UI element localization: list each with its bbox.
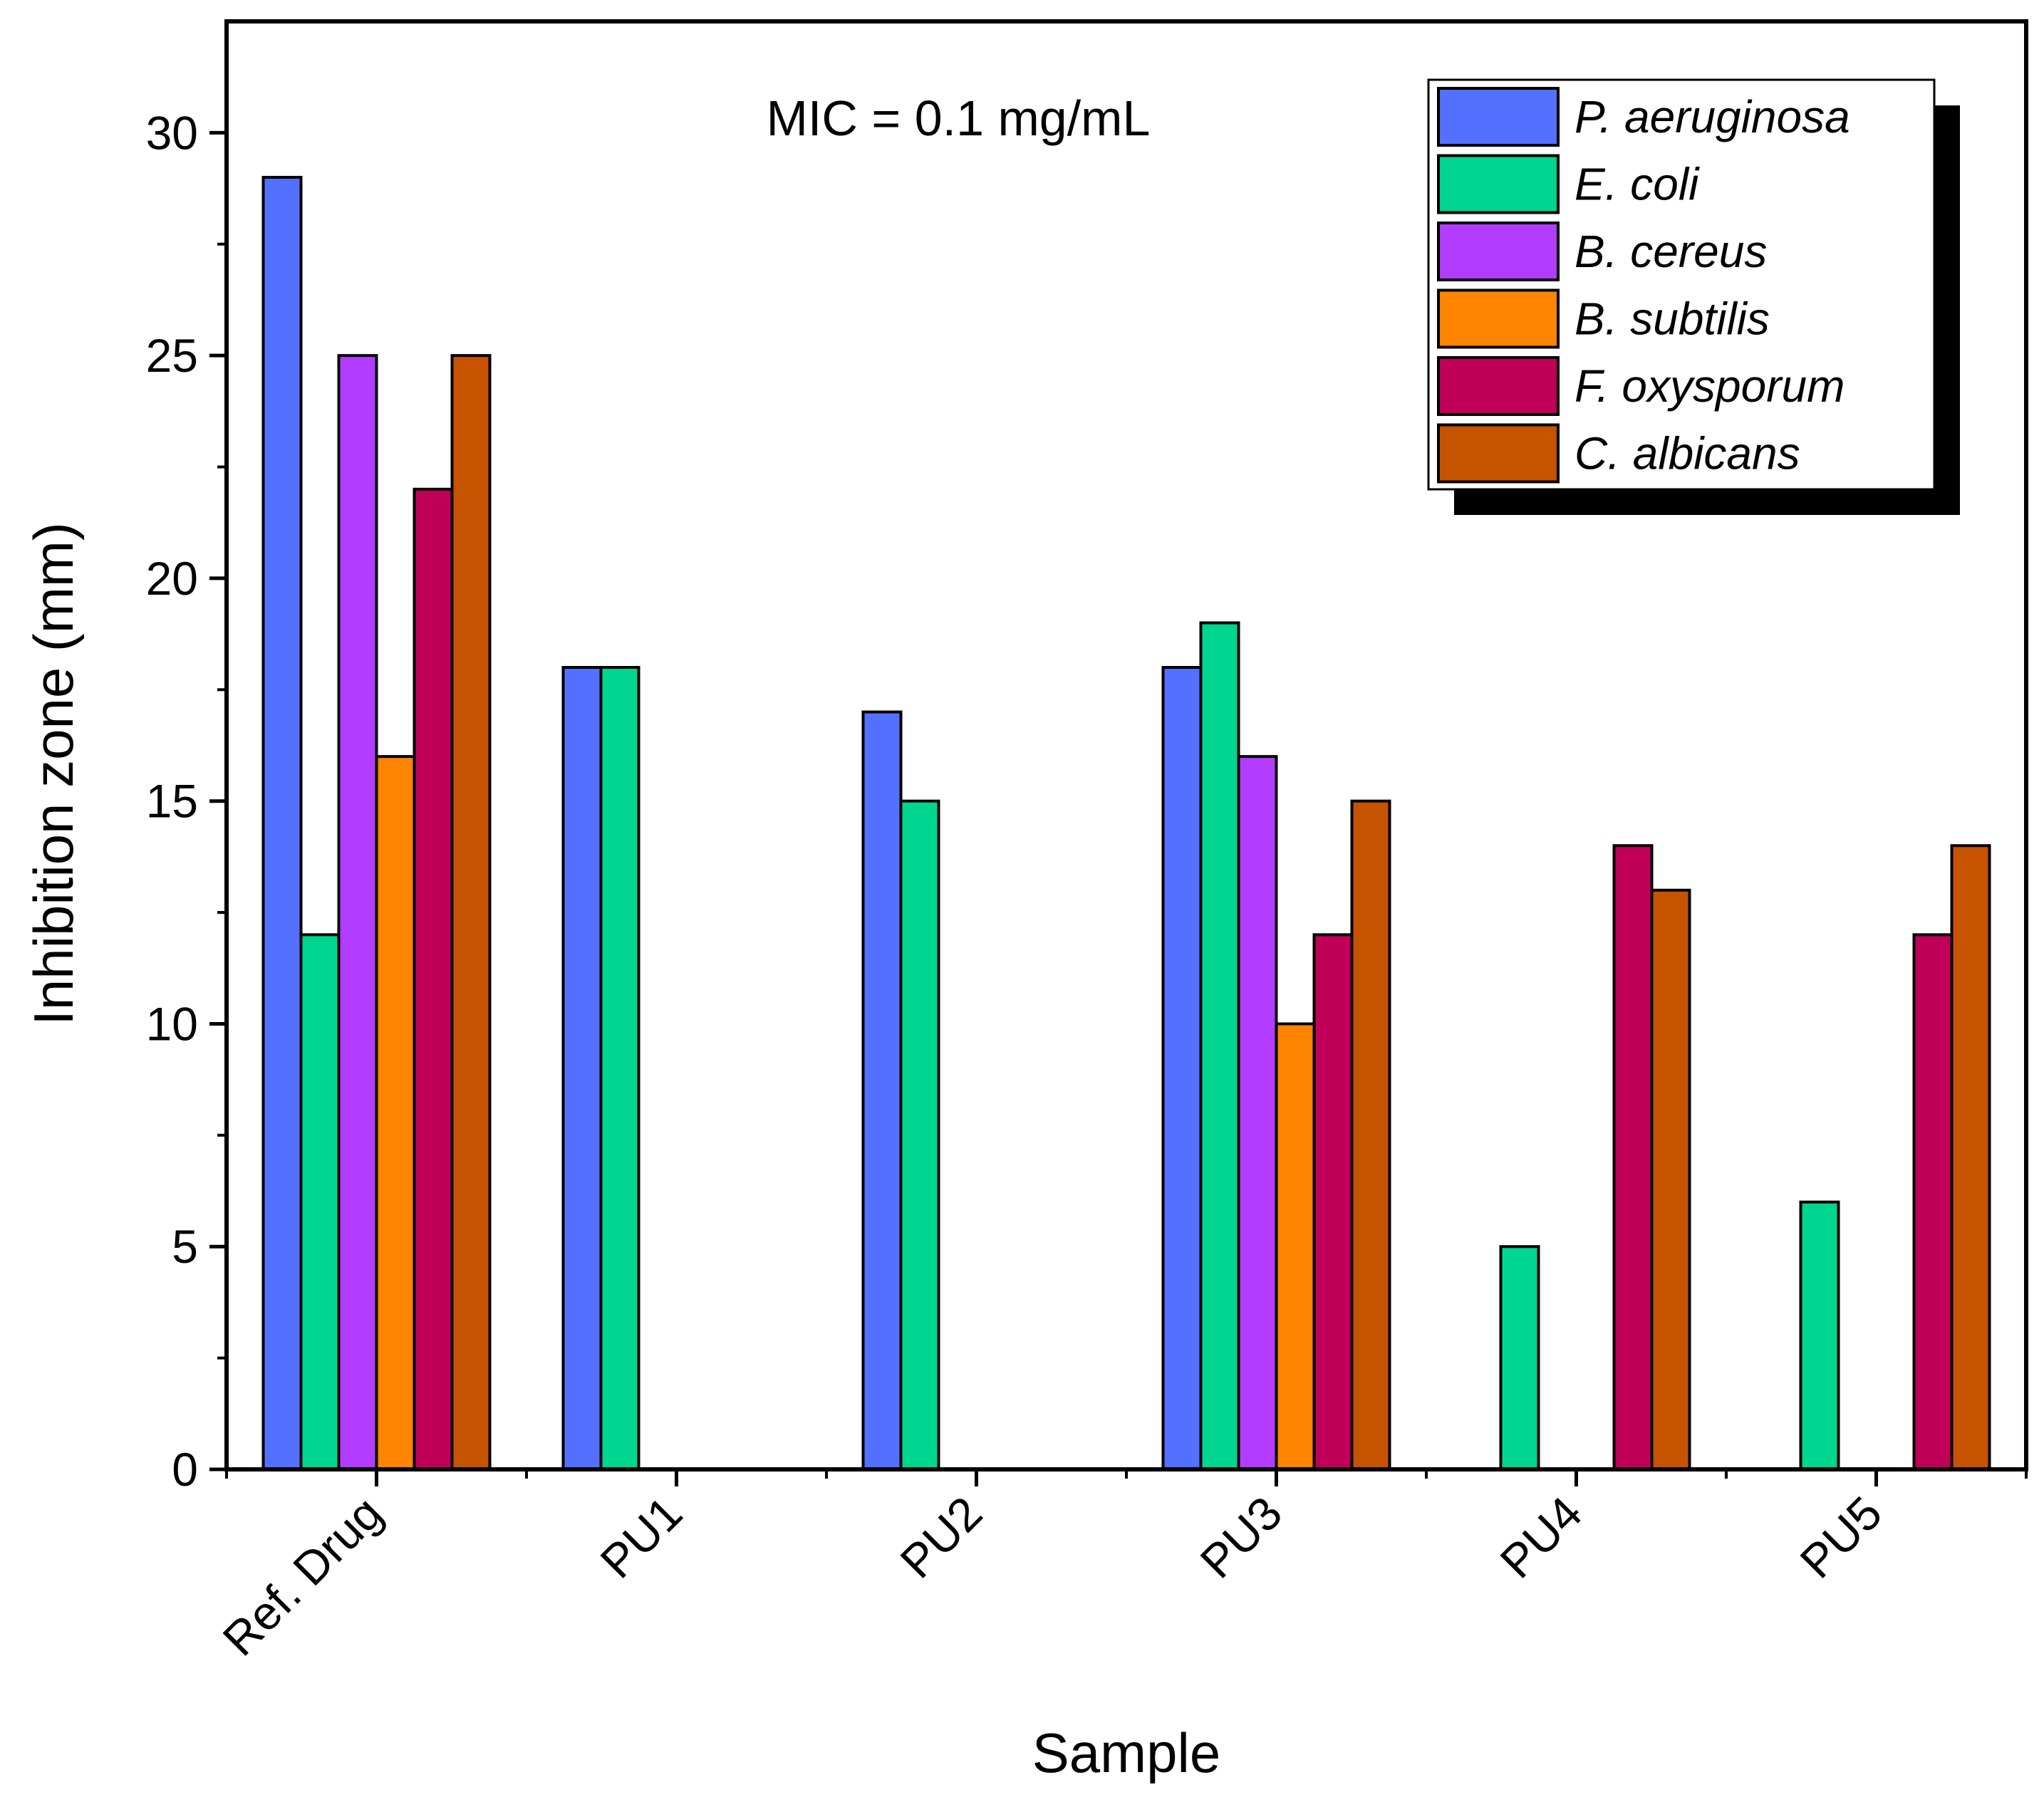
y-tick-label: 25 (146, 329, 198, 382)
bar-ref-drug-c-albicans (450, 354, 492, 1472)
bar-ref-drug-b-subtilis (375, 755, 416, 1471)
x-axis-title: Sample (1032, 1722, 1220, 1784)
mic-annotation: MIC = 0.1 mg/mL (767, 90, 1151, 146)
legend-label: E. coli (1574, 159, 1700, 210)
legend-label: P. aeruginosa (1574, 91, 1850, 142)
bars-layer (261, 175, 1991, 1472)
bar-ref-drug-b-cereus (337, 354, 378, 1472)
y-tick-label: 20 (146, 552, 198, 605)
bar-pu4-e-coli (1499, 1245, 1540, 1471)
bar-ref-drug-p-aeruginosa (261, 175, 303, 1471)
bar-pu5-e-coli (1799, 1200, 1840, 1471)
bar-pu5-f-oxysporum (1912, 933, 1954, 1472)
y-tick-label: 30 (146, 106, 198, 159)
bar-pu5-c-albicans (1950, 844, 1991, 1471)
bar-pu3-b-subtilis (1275, 1022, 1316, 1471)
legend-label: B. cereus (1574, 226, 1767, 277)
y-tick-label: 10 (146, 997, 198, 1050)
y-tick-label: 15 (146, 775, 198, 828)
plot-frame (224, 19, 2028, 1472)
legend-swatch (1437, 356, 1560, 416)
y-tick-label: 0 (172, 1443, 198, 1496)
legend: P. aeruginosa E. coli B. cereus B. subtilis… (1427, 78, 1960, 515)
bar-pu1-p-aeruginosa (561, 666, 603, 1471)
bar-pu2-p-aeruginosa (861, 710, 903, 1471)
bar-pu4-f-oxysporum (1612, 844, 1654, 1471)
y-tick-label: 5 (172, 1220, 198, 1273)
bar-pu2-e-coli (899, 799, 940, 1471)
legend-label: B. subtilis (1574, 293, 1770, 345)
legend-swatch (1437, 87, 1560, 147)
bar-pu3-f-oxysporum (1312, 933, 1354, 1472)
legend-swatch (1437, 222, 1560, 281)
legend-swatch (1437, 154, 1560, 214)
bar-pu1-e-coli (599, 666, 640, 1471)
bar-pu4-c-albicans (1650, 888, 1691, 1472)
bar-pu3-p-aeruginosa (1161, 666, 1203, 1471)
bar-pu3-c-albicans (1350, 799, 1391, 1471)
legend-label: C. albicans (1574, 428, 1800, 479)
y-axis-title: Inhibition zone (mm) (22, 522, 85, 1026)
legend-swatch (1437, 423, 1560, 484)
legend-swatch (1437, 288, 1560, 349)
bar-pu3-b-cereus (1237, 755, 1278, 1471)
legend-label: F. oxysporum (1574, 360, 1845, 412)
bar-ref-drug-e-coli (299, 933, 341, 1472)
bar-ref-drug-f-oxysporum (413, 487, 454, 1471)
legend-box (1427, 78, 1936, 491)
bar-pu3-e-coli (1199, 621, 1240, 1471)
